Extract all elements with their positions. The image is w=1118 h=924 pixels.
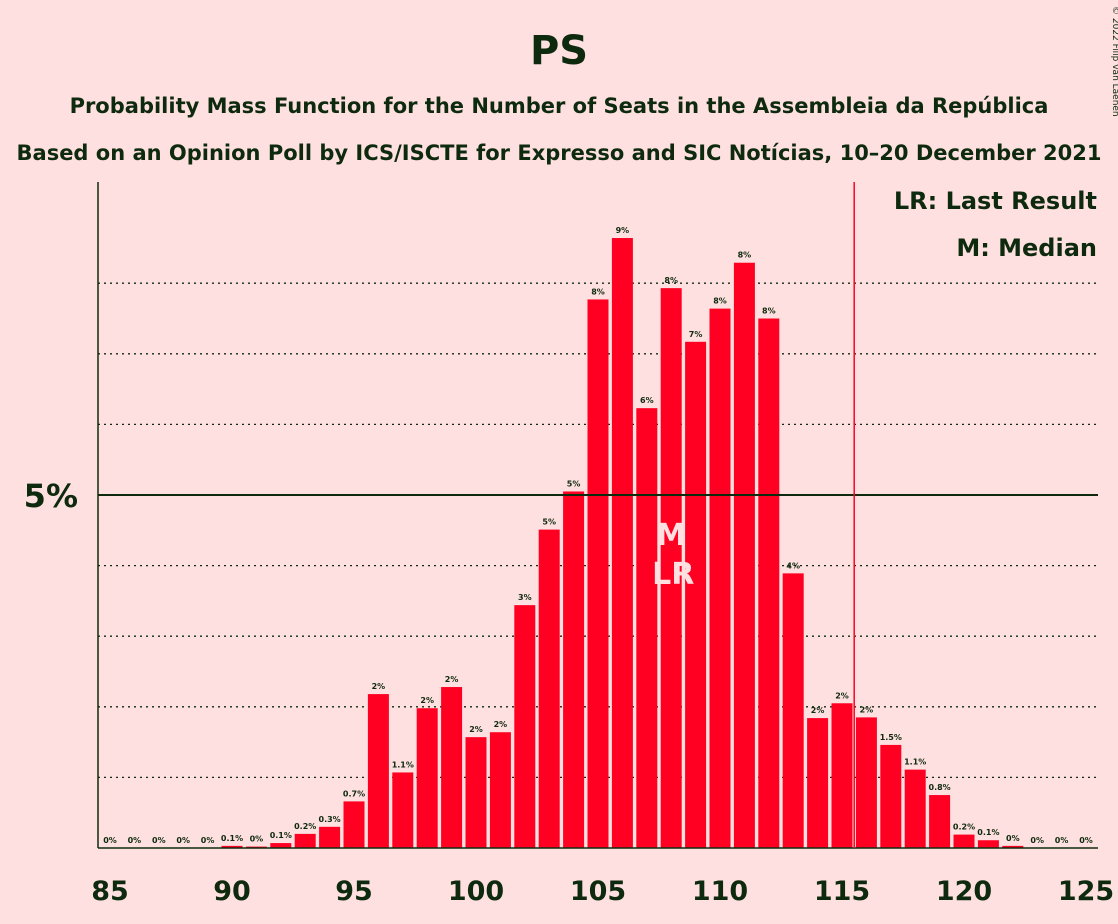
x-tick-95: 95: [335, 876, 373, 907]
bar-label-109: 7%: [689, 330, 703, 339]
bar-label-125: 0%: [1079, 836, 1093, 845]
bar-label-119: 0.8%: [929, 783, 951, 792]
chart-title: PS: [530, 28, 588, 74]
bar-99: [441, 687, 463, 848]
median-marker: M: [656, 518, 686, 553]
last-result-marker: LR: [652, 557, 694, 592]
bar-92: [270, 843, 292, 848]
bar-100: [465, 737, 487, 848]
bars: [221, 238, 1024, 849]
bar-label-107: 6%: [640, 396, 654, 405]
bar-label-90: 0.1%: [221, 834, 243, 843]
bar-label-112: 8%: [762, 307, 776, 316]
bar-101: [489, 732, 511, 848]
bar-label-111: 8%: [738, 251, 752, 260]
chart-subtitle-2: Based on an Opinion Poll by ICS/ISCTE fo…: [17, 141, 1102, 165]
bar-label-103: 5%: [542, 518, 556, 527]
bar-label-104: 5%: [567, 479, 581, 488]
bar-label-122: 0%: [1006, 834, 1020, 843]
bar-label-123: 0%: [1030, 836, 1044, 845]
bar-label-88: 0%: [176, 836, 190, 845]
bar-label-96: 2%: [372, 682, 386, 691]
bar-label-118: 1.1%: [904, 758, 926, 767]
copyright-text: © 2022 Filip van Laenen: [1110, 6, 1118, 117]
x-tick-100: 100: [448, 876, 504, 907]
bar-label-86: 0%: [128, 836, 142, 845]
bar-label-124: 0%: [1055, 836, 1069, 845]
bar-94: [319, 826, 341, 848]
x-axis-ticks: 85 90 95 100 105 110 115 120 125: [91, 876, 1114, 907]
bar-111: [733, 262, 755, 848]
bar-label-94: 0.3%: [319, 815, 341, 824]
bar-93: [294, 833, 316, 848]
bar-112: [758, 318, 780, 848]
bar-label-110: 8%: [713, 297, 727, 306]
x-tick-90: 90: [213, 876, 251, 907]
bar-label-117: 1.5%: [880, 733, 902, 742]
bar-107: [636, 408, 658, 848]
bar-label-115: 2%: [835, 691, 849, 700]
bar-121: [977, 840, 999, 848]
bar-label-120: 0.2%: [953, 823, 975, 832]
bar-labels: 0% 0% 0% 0% 0% 0.1% 0% 0.1%0.2%0.3%0.7%2%1.1%2%…: [103, 226, 1093, 845]
bar-label-113: 4%: [786, 561, 800, 570]
bar-label-95: 0.7%: [343, 789, 365, 798]
y-tick-label: 5%: [24, 477, 78, 515]
bar-label-92: 0.1%: [270, 831, 292, 840]
bar-120: [953, 834, 975, 848]
bar-119: [929, 795, 951, 848]
bar-106: [611, 238, 633, 849]
x-tick-115: 115: [814, 876, 870, 907]
bar-label-105: 8%: [591, 287, 605, 296]
bar-label-85: 0%: [103, 836, 117, 845]
bar-label-108: 8%: [664, 276, 678, 285]
bar-103: [538, 529, 560, 848]
bar-label-116: 2%: [860, 705, 874, 714]
x-tick-120: 120: [936, 876, 992, 907]
bar-115: [831, 703, 853, 848]
legend-last-result: LR: Last Result: [894, 187, 1097, 215]
bar-label-114: 2%: [811, 706, 825, 715]
bar-label-98: 2%: [420, 696, 434, 705]
bar-116: [855, 717, 877, 848]
bar-label-97: 1.1%: [392, 760, 414, 769]
bar-96: [367, 694, 389, 848]
bar-104: [563, 491, 585, 848]
bar-label-89: 0%: [201, 836, 215, 845]
bar-108: [660, 288, 682, 849]
bar-label-91: 0%: [250, 835, 264, 844]
bar-117: [880, 744, 902, 848]
bar-110: [709, 308, 731, 849]
legend-median: M: Median: [956, 234, 1097, 262]
x-tick-105: 105: [570, 876, 626, 907]
bar-109: [685, 341, 707, 848]
chart-subtitle: Probability Mass Function for the Number…: [70, 94, 1049, 118]
bar-label-121: 0.1%: [977, 828, 999, 837]
bar-label-99: 2%: [445, 675, 459, 684]
bar-90: [221, 845, 243, 848]
bar-label-101: 2%: [494, 720, 508, 729]
bar-105: [587, 299, 609, 848]
bar-102: [514, 605, 536, 848]
x-tick-110: 110: [692, 876, 748, 907]
bar-label-102: 3%: [518, 593, 532, 602]
bar-label-93: 0.2%: [294, 822, 316, 831]
bar-label-87: 0%: [152, 836, 166, 845]
bar-97: [392, 772, 414, 848]
bar-98: [416, 708, 438, 848]
x-tick-125: 125: [1058, 876, 1114, 907]
bar-label-106: 9%: [616, 226, 630, 235]
bar-114: [807, 718, 829, 848]
bar-95: [343, 801, 365, 848]
bar-113: [782, 573, 804, 848]
bar-122: [1002, 845, 1024, 848]
bar-118: [904, 769, 926, 848]
x-tick-85: 85: [91, 876, 129, 907]
bar-label-100: 2%: [469, 725, 483, 734]
